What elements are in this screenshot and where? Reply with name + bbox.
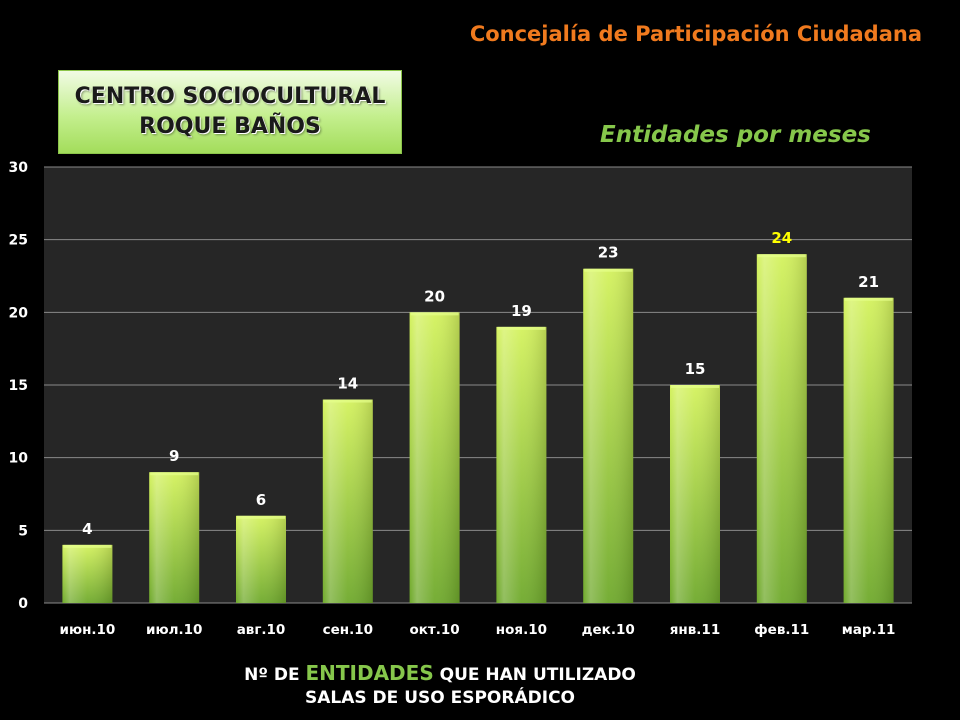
caption-line2: SALAS DE USO ESPORÁDICO [305,688,575,708]
bar-top-edge [584,268,633,272]
data-label: 4 [82,520,92,538]
bar-shine [149,472,200,603]
bar-top-edge [497,326,546,330]
centro-title-line2: ROQUE BAÑOS [139,114,321,139]
data-label: 9 [169,447,179,465]
data-label: 20 [424,287,445,305]
bar-top-edge [410,312,459,316]
x-tick-label: сен.10 [323,622,373,638]
x-tick-label: мар.11 [842,622,896,638]
data-label: 19 [511,302,532,320]
bar-top-edge [237,515,285,519]
org-title: Concejalía de Participación Ciudadana [469,22,922,46]
data-label: 21 [858,273,879,291]
x-tick-label: фев.11 [754,622,809,638]
data-label: 23 [598,244,619,262]
y-tick-label: 10 [9,451,29,467]
y-tick-label: 5 [18,523,28,539]
bar-top-edge [323,399,372,403]
data-label: 14 [337,375,358,393]
bar-top-edge [757,254,806,258]
bar-shine [670,385,720,603]
x-tick-label: янв.11 [670,622,720,638]
x-tick-label: авг.10 [237,622,286,638]
x-tick-label: июн.10 [59,622,115,638]
centro-title-box: CENTRO SOCIOCULTURAL ROQUE BAÑOS [58,70,402,154]
x-tick-label: окт.10 [410,622,460,638]
bar-shine [496,326,547,603]
y-tick-label: 15 [9,378,28,394]
bar-shine [756,254,807,603]
bar-top-edge [150,472,199,476]
x-tick-label: дек.10 [582,622,635,638]
bar-top-edge [671,385,719,388]
caption-suffix: QUE HAN UTILIZADO [433,665,636,685]
caption-highlight: ENTIDADES [305,661,434,685]
y-tick-label: 0 [18,596,28,612]
centro-title-line1: CENTRO SOCIOCULTURAL [74,84,386,109]
y-tick-label: 20 [9,305,29,321]
bar-shine [236,515,286,603]
data-label: 6 [256,491,266,509]
bar-shine [322,399,373,603]
bar-shine [843,297,894,603]
x-tick-label: ноя.10 [496,622,547,638]
bar-top-edge [63,544,112,548]
x-tick-label: июл.10 [146,622,202,638]
bar-shine [409,312,460,603]
data-label: 15 [685,360,706,378]
chart-title: Entidades por meses [600,122,871,148]
data-label: 24 [771,229,792,247]
bar-top-edge [844,297,893,301]
caption-prefix: Nº DE [244,665,306,685]
bar-shine [583,268,634,603]
bar-shine [62,544,113,603]
y-tick-label: 25 [9,233,28,249]
caption-line1: Nº DE ENTIDADES QUE HAN UTILIZADO [0,661,880,685]
y-tick-label: 30 [9,160,29,176]
